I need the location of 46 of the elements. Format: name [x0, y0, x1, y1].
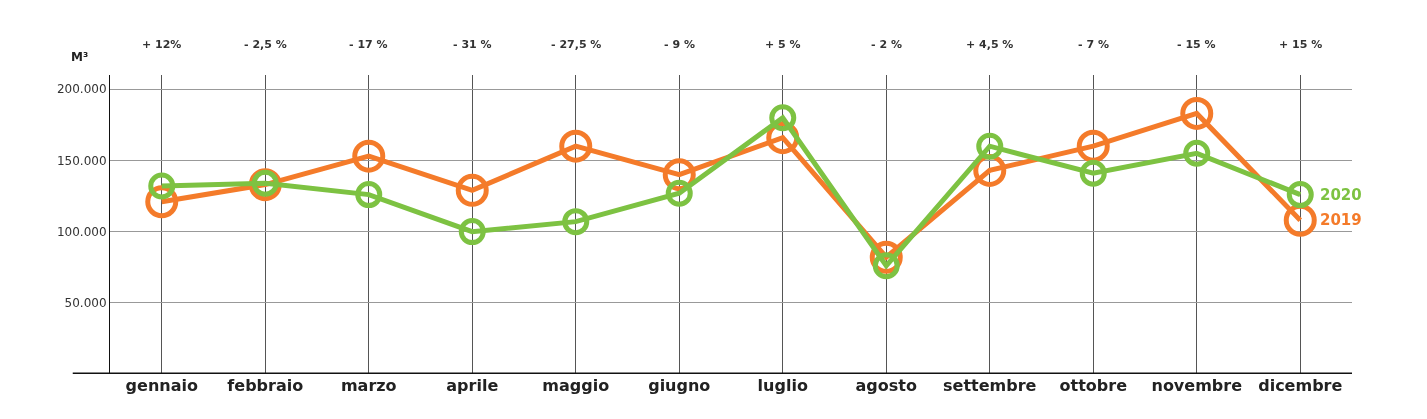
series-label: 2019 [1320, 211, 1362, 229]
point [1076, 129, 1110, 163]
point [355, 181, 383, 209]
point [352, 139, 386, 173]
y-axis-title: M³ [71, 50, 89, 64]
x-tick-label: agosto [855, 376, 917, 395]
text: - 15 % [1177, 38, 1216, 51]
x-tick-label: novembre [1151, 376, 1243, 395]
point [458, 218, 486, 246]
y-tick-label: 150.000 [56, 153, 107, 168]
x-tick-label: aprile [446, 376, 499, 395]
point [1079, 159, 1107, 187]
point [559, 129, 593, 163]
text: - 2,5 % [244, 38, 287, 51]
text: - 31 % [453, 38, 492, 51]
x-tick-label: luglio [757, 376, 808, 395]
text: - 17 % [349, 38, 388, 51]
point [1183, 139, 1211, 167]
text: - 7 % [1078, 38, 1109, 51]
text: - 27,5 % [551, 38, 602, 51]
x-tick-label: settembre [943, 376, 1037, 395]
y-tick-label: 100.000 [56, 224, 107, 239]
x-tick-label: ottobre [1059, 376, 1128, 395]
x-tick-label: gennaio [125, 376, 198, 395]
y-tick-label: 50.000 [64, 296, 107, 311]
x-tick-label: maggio [542, 376, 610, 395]
point [562, 208, 590, 236]
x-tick-label: febbraio [227, 376, 304, 395]
text: + 5 % [765, 38, 801, 51]
point [455, 173, 489, 207]
text: + 4,5 % [966, 38, 1014, 51]
point [1180, 96, 1214, 130]
x-tick-label: dicembre [1258, 376, 1343, 395]
point [976, 132, 1004, 160]
point [769, 104, 797, 132]
series-label: 2020 [1320, 186, 1362, 204]
y-tick-label: 200.000 [56, 82, 107, 97]
x-tick-label: giugno [648, 376, 711, 395]
x-tick-label: marzo [340, 376, 397, 395]
text: + 12% [142, 38, 182, 51]
point [665, 179, 693, 207]
text: - 2 % [871, 38, 902, 51]
text: - 9 % [664, 38, 695, 51]
point [1286, 181, 1314, 209]
point [148, 172, 176, 200]
text: + 15 % [1279, 38, 1323, 51]
